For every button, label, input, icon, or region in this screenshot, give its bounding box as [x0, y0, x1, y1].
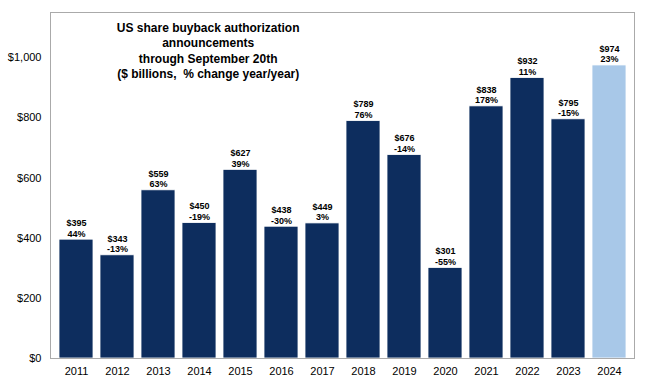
svg-text:$55963%: $55963% [148, 169, 168, 190]
svg-text:$78976%: $78976% [353, 99, 373, 120]
svg-text:$200: $200 [17, 292, 41, 304]
svg-text:2020: 2020 [433, 365, 457, 377]
svg-text:$301-55%: $301-55% [435, 246, 456, 267]
svg-text:2012: 2012 [105, 365, 129, 377]
svg-text:2022: 2022 [515, 365, 539, 377]
svg-text:$795-15%: $795-15% [558, 98, 579, 119]
svg-text:2024: 2024 [597, 365, 621, 377]
svg-text:2013: 2013 [146, 365, 170, 377]
svg-text:$400: $400 [17, 232, 41, 244]
svg-text:$97423%: $97423% [599, 44, 619, 65]
svg-text:$800: $800 [17, 111, 41, 123]
svg-text:2014: 2014 [187, 365, 211, 377]
svg-text:$838178%: $838178% [475, 85, 498, 106]
svg-text:$450-19%: $450-19% [189, 201, 210, 222]
svg-text:2016: 2016 [269, 365, 293, 377]
svg-text:$39544%: $39544% [66, 218, 86, 239]
svg-text:2011: 2011 [65, 365, 89, 377]
svg-text:2021: 2021 [474, 365, 498, 377]
svg-text:$62739%: $62739% [230, 148, 250, 169]
svg-text:$0: $0 [29, 352, 41, 364]
svg-text:2019: 2019 [392, 365, 416, 377]
svg-text:$676-14%: $676-14% [394, 133, 415, 154]
svg-text:2023: 2023 [556, 365, 580, 377]
svg-text:2015: 2015 [228, 365, 252, 377]
svg-text:$600: $600 [17, 171, 41, 183]
svg-text:$4493%: $4493% [312, 202, 332, 223]
svg-text:$343-13%: $343-13% [107, 234, 128, 255]
svg-text:US share buyback authorization: US share buyback authorizationannounceme… [117, 21, 300, 82]
svg-text:2017: 2017 [310, 365, 334, 377]
svg-text:$93211%: $93211% [517, 56, 537, 77]
svg-text:2018: 2018 [351, 365, 375, 377]
svg-text:$438-30%: $438-30% [271, 205, 292, 226]
svg-text:$1,000: $1,000 [8, 51, 42, 63]
